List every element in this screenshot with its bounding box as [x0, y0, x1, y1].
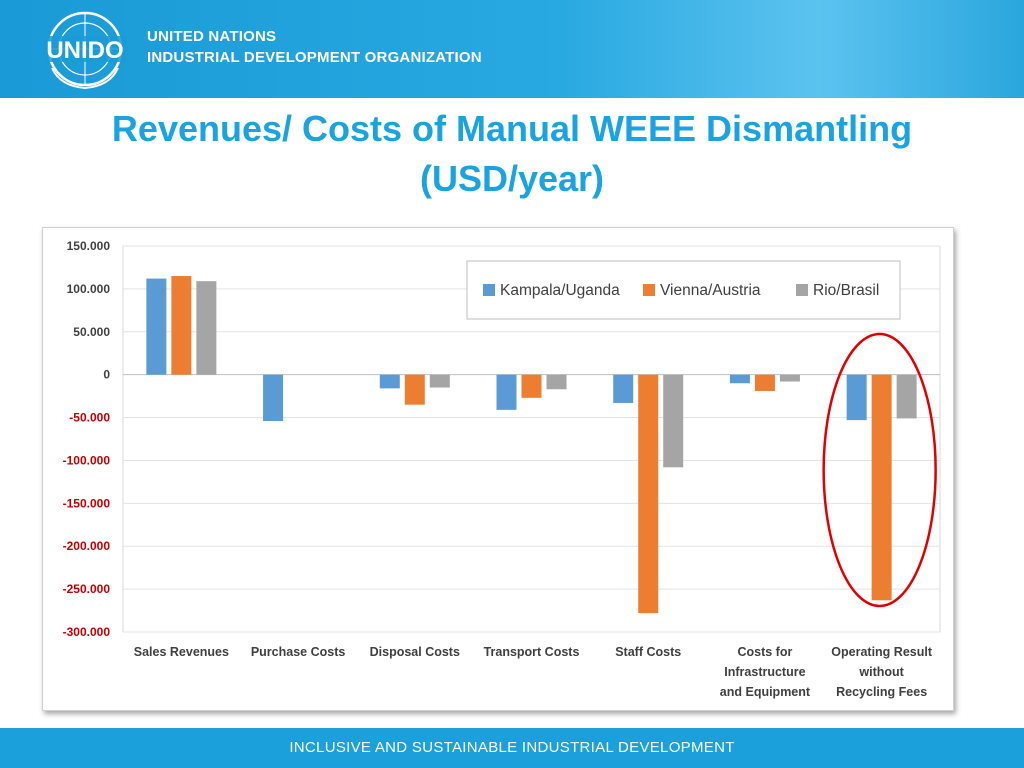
y-tick-label: -250.000 — [63, 582, 111, 596]
x-category-label: Purchase Costs — [251, 645, 346, 659]
bar-rio-brasil — [896, 374, 917, 419]
bar-vienna-austria — [404, 374, 425, 405]
unido-emblem-icon: UNIDO — [44, 11, 126, 90]
footer-tagline: INCLUSIVE AND SUSTAINABLE INDUSTRIAL DEV… — [289, 739, 735, 756]
y-tick-label: -200.000 — [63, 539, 111, 553]
bar-vienna-austria — [871, 374, 892, 601]
legend-label: Rio/Brasil — [813, 282, 879, 299]
x-category-label: Operating Result — [831, 645, 933, 659]
organization-name: UNITED NATIONS INDUSTRIAL DEVELOPMENT OR… — [147, 26, 482, 68]
bar-vienna-austria — [521, 374, 542, 398]
org-line-1: UNITED NATIONS — [147, 28, 277, 45]
bar-rio-brasil — [546, 374, 567, 390]
y-tick-label: -100.000 — [63, 453, 111, 467]
bar-vienna-austria — [638, 374, 659, 614]
bar-vienna-austria — [171, 276, 192, 375]
y-tick-label: -150.000 — [63, 496, 111, 510]
x-category-label: Staff Costs — [615, 645, 681, 659]
y-tick-label: 100.000 — [67, 282, 111, 296]
slide-title-line-2: (USD/year) — [419, 158, 605, 199]
logo-text: UNIDO — [46, 37, 123, 64]
highlight-ellipse — [822, 332, 937, 608]
legend-swatch-vienna-austria — [643, 284, 655, 296]
bar-chart: 150.000 100.000 50.000 0 -50.000 -100.000 -150… — [63, 239, 941, 699]
bar-kampala-uganda — [846, 374, 867, 421]
slide-title-line-1: Revenues/ Costs of Manual WEEE Dismantli… — [111, 108, 913, 149]
chart-frame: 150.000 100.000 50.000 0 -50.000 -100.000 -150… — [42, 227, 954, 711]
x-category-label: Infrastructure — [724, 665, 805, 679]
bar-kampala-uganda — [146, 278, 167, 375]
bar-rio-brasil — [196, 281, 217, 375]
x-category-label: and Equipment — [720, 685, 811, 699]
x-category-label: without — [858, 665, 904, 679]
slide-title: Revenues/ Costs of Manual WEEE Dismantli… — [0, 104, 1024, 204]
x-category-label: Costs for — [737, 645, 792, 659]
org-line-2: INDUSTRIAL DEVELOPMENT ORGANIZATION — [147, 49, 482, 66]
y-tick-label: -50.000 — [69, 411, 110, 425]
bar-kampala-uganda — [729, 374, 750, 384]
bar-rio-brasil — [663, 374, 684, 468]
x-category-label: Disposal Costs — [370, 645, 460, 659]
bar-rio-brasil — [779, 374, 800, 382]
legend-label: Vienna/Austria — [660, 282, 761, 299]
legend-swatch-rio-brasil — [796, 284, 808, 296]
legend-label: Kampala/Uganda — [500, 282, 620, 299]
y-tick-label: 50.000 — [73, 325, 110, 339]
x-category-label: Recycling Fees — [836, 685, 927, 699]
bar-vienna-austria — [754, 374, 775, 391]
header-banner: UNIDO UNITED NATIONS INDUSTRIAL DEVELOPM… — [0, 0, 1024, 98]
footer-banner: INCLUSIVE AND SUSTAINABLE INDUSTRIAL DEV… — [0, 728, 1024, 768]
bar-kampala-uganda — [379, 374, 400, 389]
y-tick-label: 0 — [103, 368, 110, 382]
bar-kampala-uganda — [613, 374, 634, 403]
legend-swatch-kampala-uganda — [483, 284, 495, 296]
bar-kampala-uganda — [263, 374, 284, 421]
y-tick-label: -300.000 — [63, 625, 111, 639]
x-category-label: Transport Costs — [484, 645, 580, 659]
x-category-label: Sales Revenues — [134, 645, 229, 659]
bar-rio-brasil — [429, 374, 450, 388]
bar-kampala-uganda — [496, 374, 517, 410]
legend-box — [466, 260, 901, 320]
y-tick-label: 150.000 — [67, 239, 111, 253]
